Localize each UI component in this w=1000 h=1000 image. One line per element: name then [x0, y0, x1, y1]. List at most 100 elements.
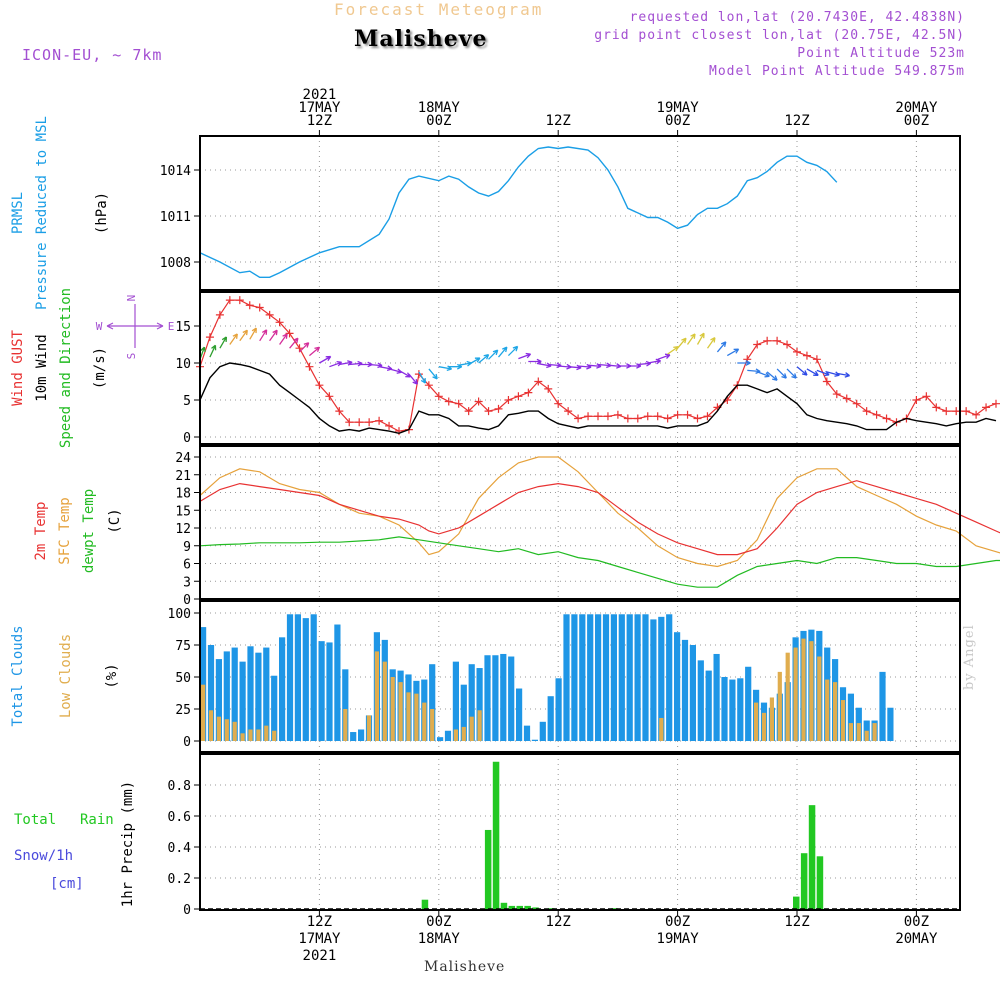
gust-marker — [683, 410, 692, 419]
panel-frame-temp — [199, 445, 961, 600]
y-tick-label: 0.6 — [168, 810, 191, 825]
total-cloud-bar — [721, 677, 728, 741]
panel-frame-precip — [199, 753, 961, 911]
total-cloud-bar — [508, 656, 515, 741]
y-tick-label: 15 — [175, 504, 191, 519]
total-cloud-bar — [737, 678, 744, 741]
total-cloud-bar — [239, 661, 246, 741]
time-label-bottom: 20MAY — [895, 931, 938, 947]
total-cloud-bar — [429, 664, 436, 741]
rain-bar — [816, 856, 824, 909]
gust-marker — [952, 407, 961, 416]
total-cloud-bar — [350, 732, 357, 741]
low-cloud-bar — [453, 729, 458, 741]
y-tick-label: 15 — [175, 320, 191, 335]
gust-label: Wind GUST — [10, 330, 26, 406]
gust-marker — [872, 410, 881, 419]
gust-marker — [852, 399, 861, 408]
wind-arrow — [706, 337, 716, 349]
wind-arrow — [269, 329, 278, 342]
y-tick-label: 3 — [183, 575, 191, 590]
low-cloud-bar — [833, 682, 838, 741]
y-tick-label: 6 — [183, 558, 191, 573]
low-cloud-bar — [769, 697, 774, 741]
time-label-top: 20MAY — [895, 100, 938, 116]
low-cloud-bar — [422, 702, 427, 741]
total-cloud-bar — [342, 669, 349, 741]
y-tick-label: 5 — [183, 394, 191, 409]
low-cloud-bar — [366, 715, 372, 741]
gust-marker — [663, 414, 672, 423]
total-cloud-bar — [650, 619, 657, 741]
gust-marker — [255, 303, 264, 312]
total-cloud-bar — [555, 678, 562, 741]
gust-marker — [673, 410, 682, 419]
wind-dir-label: Speed and Direction — [58, 288, 74, 448]
panel-frame-clouds — [199, 600, 961, 753]
gust-marker — [385, 421, 394, 430]
total-cloud-bar — [271, 675, 278, 741]
wind-arrow — [418, 371, 427, 384]
wind-arrow — [408, 373, 418, 385]
wind-arrow — [299, 342, 310, 353]
y-tick-label: 75 — [175, 639, 191, 654]
gust-marker — [494, 404, 503, 413]
y-tick-label: 9 — [183, 540, 191, 555]
low-cloud-bar — [224, 719, 229, 741]
wind-arrow — [498, 346, 508, 358]
gust-marker — [335, 407, 344, 416]
gust-marker — [763, 336, 772, 345]
total-cloud-bar — [437, 737, 444, 741]
total-cloud-bar — [634, 614, 641, 741]
total-cloud-bar — [705, 670, 712, 741]
gust-marker — [613, 410, 622, 419]
gust-marker — [962, 407, 971, 416]
y-tick-label: 0 — [183, 593, 191, 608]
gust-marker — [812, 355, 821, 364]
footer-location: Malisheve — [424, 959, 506, 975]
total-cloud-bar — [334, 624, 341, 741]
model-point-altitude: Model Point Altitude 549.875m — [709, 64, 965, 79]
gust-marker — [862, 407, 871, 416]
wind-arrow — [308, 346, 321, 357]
total-cloud-bar — [547, 696, 554, 741]
gust-marker — [623, 414, 632, 423]
low-cloud-bar — [785, 652, 790, 741]
time-label-top: 2021 — [303, 87, 337, 103]
wind-arrow — [647, 358, 661, 365]
gust-marker — [544, 384, 553, 393]
wind-arrow — [737, 360, 751, 366]
time-label-bottom: 00Z — [426, 914, 451, 930]
wind-arrow — [239, 329, 248, 342]
wind-arrow — [428, 368, 438, 380]
wind-label: 10m Wind — [34, 334, 50, 401]
gust-marker — [524, 388, 533, 397]
compass-letter: S — [125, 353, 138, 360]
wind-arrow — [776, 368, 787, 379]
super-title: Forecast Meteogram — [334, 0, 544, 19]
total-rain-label: Total — [14, 812, 56, 828]
total-cloud-bar — [847, 693, 854, 741]
low-cloud-bar — [817, 656, 822, 741]
wind-arrow — [766, 371, 778, 381]
total-cloud-bar — [658, 616, 665, 741]
watermark: by Angel — [962, 624, 977, 690]
low-cloud-bar — [414, 693, 419, 741]
total-cloud-bar — [666, 614, 673, 741]
gust-marker — [594, 412, 602, 421]
rain-bar — [532, 907, 539, 909]
gust-marker — [703, 412, 712, 421]
total-cloud-bar — [452, 661, 459, 741]
gust-marker — [633, 414, 642, 423]
gust-marker — [653, 412, 662, 421]
temp-unit: (C) — [107, 508, 123, 533]
rain-bar — [808, 805, 816, 909]
gust-marker — [265, 310, 274, 319]
low-cloud-bar — [793, 647, 798, 741]
y-tick-label: 0 — [183, 431, 191, 446]
wind-arrow — [488, 349, 499, 360]
total-cloud-bar — [571, 614, 578, 741]
total-cloud-bar — [231, 647, 238, 741]
gridlines — [200, 136, 960, 910]
low-cloud-bar — [382, 661, 387, 741]
